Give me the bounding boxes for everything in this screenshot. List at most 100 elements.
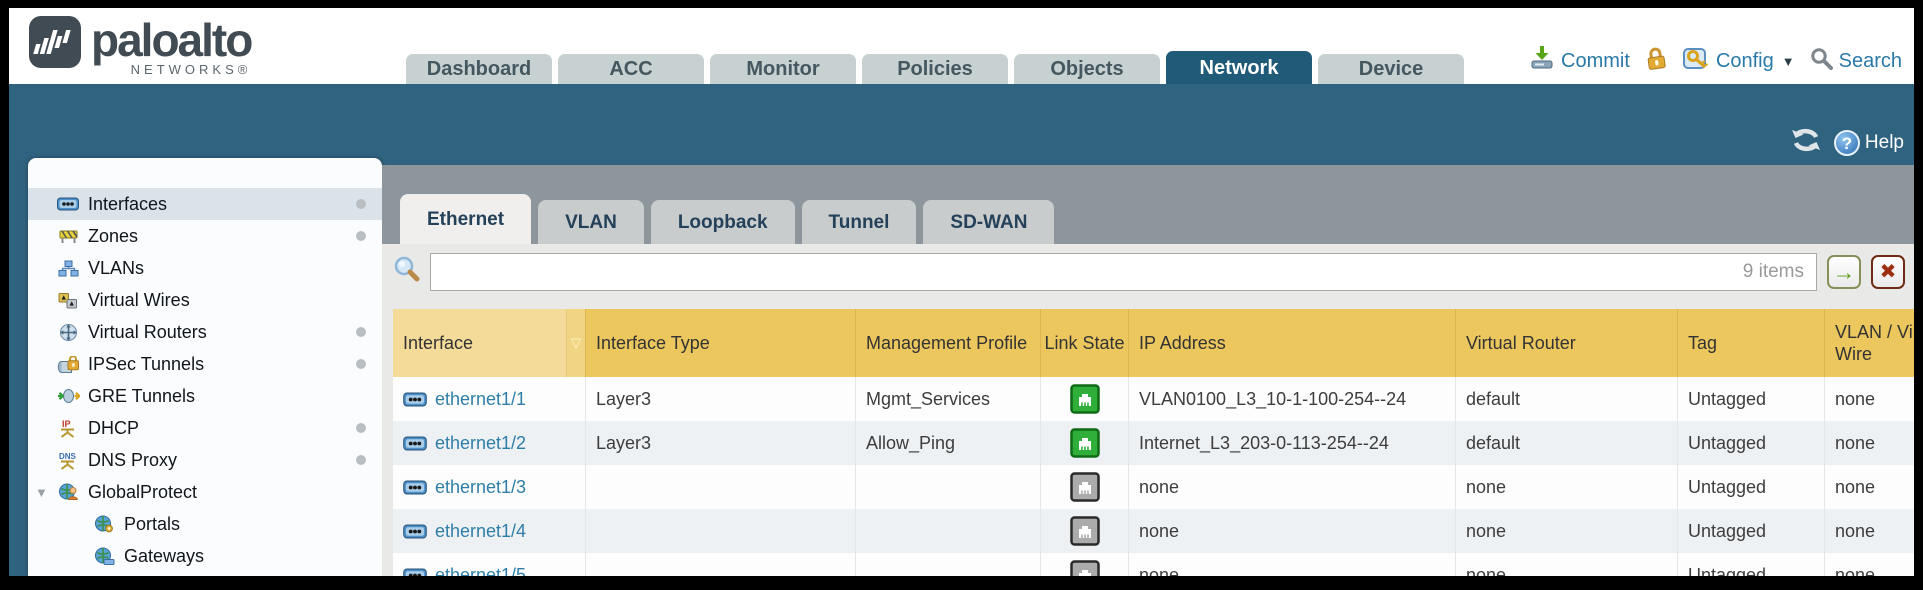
sidebar-item-virtual-routers[interactable]: Virtual Routers bbox=[28, 316, 382, 348]
cell-ip: none bbox=[1128, 553, 1455, 576]
sidebar-item-dhcp[interactable]: IP DHCP bbox=[28, 412, 382, 444]
sidebar-item-gre-tunnels[interactable]: GRE Tunnels bbox=[28, 380, 382, 412]
cell-type: Layer3 bbox=[585, 421, 855, 465]
cell-mgmt: Allow_Ping bbox=[855, 421, 1040, 465]
help-icon: ? bbox=[1833, 129, 1860, 156]
item-status-dot bbox=[356, 359, 366, 369]
cell-interface: ethernet1/5 bbox=[393, 553, 585, 576]
column-header-vlan[interactable]: VLAN / Virtual Wire bbox=[1824, 309, 1914, 377]
app-screen: paloalto NETWORKS® Dashboard ACC Monitor Po… bbox=[9, 8, 1914, 576]
column-header-tag[interactable]: Tag bbox=[1677, 309, 1824, 377]
expander-triangle-icon[interactable]: ▼ bbox=[35, 485, 48, 500]
cell-interface: ethernet1/1 bbox=[393, 377, 585, 421]
commit-label: Commit bbox=[1561, 49, 1630, 72]
tab-tunnel[interactable]: Tunnel bbox=[801, 200, 917, 244]
sidebar-item-vlans[interactable]: VLANs bbox=[28, 252, 382, 284]
cell-value: Untagged bbox=[1688, 432, 1767, 453]
sidebar-item-ipsec-tunnels[interactable]: IPSec Tunnels bbox=[28, 348, 382, 380]
lock-icon bbox=[1643, 44, 1670, 78]
cell-tag: Untagged bbox=[1677, 509, 1824, 553]
nav-tab-acc[interactable]: ACC bbox=[558, 54, 704, 84]
column-label: Management Profile bbox=[866, 332, 1028, 353]
column-header-link[interactable]: Link State bbox=[1040, 309, 1128, 377]
link-up-icon bbox=[1069, 428, 1100, 458]
sidebar-item-virtual-wires[interactable]: Virtual Wires bbox=[28, 284, 382, 316]
column-label: Interface Type bbox=[596, 332, 710, 353]
interface-link[interactable]: ethernet1/4 bbox=[435, 520, 527, 541]
brand-subname: NETWORKS® bbox=[130, 62, 252, 77]
cell-link bbox=[1040, 421, 1128, 465]
nav-tab-objects[interactable]: Objects bbox=[1014, 54, 1160, 84]
tab-loopback[interactable]: Loopback bbox=[650, 200, 795, 244]
cell-ip: Internet_L3_203-0-113-254--24 bbox=[1128, 421, 1455, 465]
sidebar-item-label: Zones bbox=[88, 225, 139, 246]
link-up-icon bbox=[1069, 384, 1100, 414]
sidebar-item-dns-proxy[interactable]: DNS DNS Proxy bbox=[28, 444, 382, 476]
ethernet-port-icon bbox=[403, 480, 427, 495]
item-status-dot bbox=[356, 423, 366, 433]
sidebar-item-globalprotect[interactable]: ▼ GlobalProtect bbox=[28, 476, 382, 508]
cell-mgmt bbox=[855, 465, 1040, 509]
cell-value: none bbox=[1835, 432, 1876, 453]
nav-tab-device[interactable]: Device bbox=[1318, 54, 1464, 84]
cell-vlan: none bbox=[1824, 377, 1914, 421]
ipsec-tunnels-icon bbox=[56, 355, 80, 373]
nav-tab-policies[interactable]: Policies bbox=[862, 54, 1008, 84]
cell-value: default bbox=[1466, 388, 1521, 409]
cell-vr: none bbox=[1455, 553, 1677, 576]
search-button[interactable]: Search bbox=[1810, 47, 1902, 76]
nav-tab-monitor[interactable]: Monitor bbox=[710, 54, 856, 84]
nav-tab-network[interactable]: Network bbox=[1166, 51, 1312, 84]
cell-ip: none bbox=[1128, 465, 1455, 509]
clear-filter-button[interactable]: ✖ bbox=[1871, 255, 1905, 289]
column-header-vr[interactable]: Virtual Router bbox=[1455, 309, 1677, 377]
lock-button[interactable] bbox=[1645, 46, 1668, 77]
cell-value: none bbox=[1466, 476, 1507, 497]
column-header-ip[interactable]: IP Address bbox=[1128, 309, 1455, 377]
table-row: ethernet1/5 none none Untagged none bbox=[393, 553, 1914, 576]
config-button[interactable]: Config ▼ bbox=[1682, 46, 1795, 77]
sidebar-item-label: Virtual Routers bbox=[88, 321, 207, 342]
column-label: Interface bbox=[403, 332, 474, 353]
help-button[interactable]: ? Help bbox=[1833, 129, 1904, 156]
cell-value: Untagged bbox=[1688, 564, 1767, 577]
commit-button[interactable]: Commit bbox=[1529, 45, 1630, 77]
filter-row: 9 items → ✖ bbox=[392, 251, 1905, 293]
cell-value: none bbox=[1139, 520, 1180, 541]
filter-magnifier-icon bbox=[392, 255, 422, 290]
column-label: IP Address bbox=[1139, 332, 1226, 353]
sidebar-item-zones[interactable]: Zones bbox=[28, 220, 382, 252]
cell-vlan: none bbox=[1824, 509, 1914, 553]
interface-link[interactable]: ethernet1/5 bbox=[435, 564, 527, 577]
column-header-type[interactable]: Interface Type bbox=[585, 309, 855, 377]
filter-input[interactable] bbox=[431, 254, 1743, 290]
apply-filter-button[interactable]: → bbox=[1827, 255, 1861, 289]
sort-dropdown-icon[interactable]: ▽ bbox=[566, 309, 585, 377]
interface-link[interactable]: ethernet1/2 bbox=[435, 432, 527, 453]
nav-tab-dashboard[interactable]: Dashboard bbox=[406, 54, 552, 84]
tab-sd-wan[interactable]: SD-WAN bbox=[923, 200, 1055, 244]
refresh-icon[interactable] bbox=[1790, 126, 1822, 159]
config-icon bbox=[1682, 46, 1710, 77]
main-panel: Ethernet VLAN Loopback Tunnel SD-WAN 9 items… bbox=[382, 165, 1914, 576]
cell-value: Layer3 bbox=[596, 388, 652, 409]
sidebar-item-portals[interactable]: Portals bbox=[28, 508, 382, 540]
interface-link[interactable]: ethernet1/1 bbox=[435, 388, 527, 409]
cell-mgmt bbox=[855, 509, 1040, 553]
tab-ethernet[interactable]: Ethernet bbox=[400, 194, 532, 244]
column-header-mgmt[interactable]: Management Profile bbox=[855, 309, 1040, 377]
cell-value: Untagged bbox=[1688, 476, 1767, 497]
sidebar-item-partial[interactable] bbox=[28, 572, 382, 576]
cell-value: Untagged bbox=[1688, 388, 1767, 409]
commit-icon bbox=[1529, 45, 1555, 77]
cell-vlan: none bbox=[1824, 421, 1914, 465]
sidebar-item-interfaces[interactable]: Interfaces bbox=[28, 188, 382, 220]
sidebar-item-gateways[interactable]: Gateways bbox=[28, 540, 382, 572]
tab-vlan[interactable]: VLAN bbox=[538, 200, 644, 244]
ethernet-port-icon bbox=[403, 524, 427, 539]
paloalto-logo: paloalto NETWORKS® bbox=[29, 16, 253, 77]
interface-link[interactable]: ethernet1/3 bbox=[435, 476, 527, 497]
column-header-interface[interactable]: Interface ▽ bbox=[393, 309, 585, 377]
cell-value: Mgmt_Services bbox=[866, 388, 991, 409]
cell-value: VLAN0100_L3_10-1-100-254--24 bbox=[1139, 388, 1407, 409]
